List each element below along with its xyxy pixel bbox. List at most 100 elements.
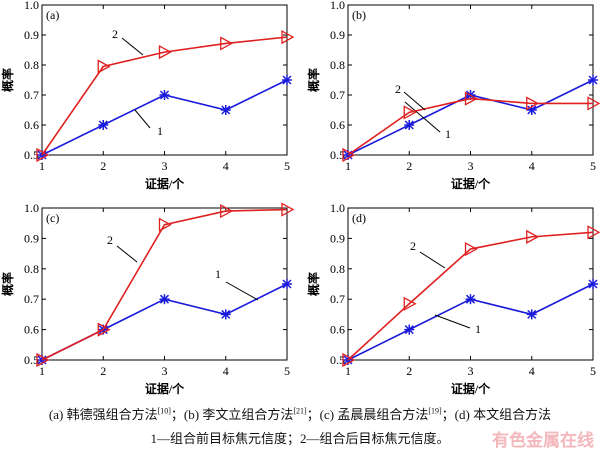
series-1-point [282, 75, 292, 85]
x-tick-label: 4 [223, 364, 229, 378]
panel-label: (a) [46, 8, 59, 22]
series-2-point [36, 147, 50, 163]
series-2-point [342, 147, 356, 163]
series-1-point [159, 294, 170, 305]
series-2-point [342, 352, 356, 368]
y-tick-label: 0.9 [24, 231, 39, 245]
x-tick-label: 1 [39, 364, 45, 378]
x-tick-label: 5 [590, 159, 596, 173]
series-2-label: 2 [395, 82, 401, 96]
series-2-point [220, 203, 234, 219]
x-tick-label: 5 [590, 364, 596, 378]
series-1-leader [404, 101, 441, 133]
ref-b: [21] [293, 406, 307, 416]
series-1-point [220, 105, 231, 115]
y-tick-label: 0.9 [330, 231, 345, 245]
y-tick-label: 0.8 [330, 262, 345, 276]
panel-label: (d) [352, 211, 366, 225]
asterisk-stroke [527, 309, 537, 319]
x-tick-label: 5 [284, 364, 290, 378]
x-tick-label: 5 [284, 159, 290, 173]
series-2-point [220, 36, 234, 51]
series-2-label: 2 [112, 27, 118, 41]
series-2-leader [121, 37, 144, 56]
caption-line-2: 1—组合前目标焦元信度；2—组合后目标焦元信度。 [150, 431, 450, 446]
y-tick-label: 0.8 [24, 262, 39, 276]
series-1-label: 1 [157, 124, 163, 138]
series-2-point [464, 91, 478, 106]
series-2-leader [419, 251, 446, 269]
panel-a: 0.5 0.6 0.7 0.8 0.9 1.0 1 2 3 4 5 证据/个 概率 (a) 1 2 [0, 0, 295, 191]
y-tick-label: 0.8 [24, 58, 39, 72]
series-2-point [587, 225, 600, 240]
series-2-leader [403, 91, 426, 111]
series-2-line [347, 97, 593, 156]
series-1-label: 1 [215, 267, 221, 281]
x-axis-label: 证据/个 [145, 381, 185, 396]
series-1-point [404, 324, 415, 335]
plot-frame [41, 207, 288, 361]
y-axis-label: 概率 [0, 68, 15, 92]
series-1-leader [225, 281, 259, 301]
asterisk-stroke [98, 120, 108, 130]
caption-d: ；(d) 本文组合方法 [441, 407, 552, 422]
x-tick-label: 3 [468, 364, 474, 378]
caption-b: ；(b) 李文立组合方法 [170, 407, 294, 422]
asterisk-stroke [588, 279, 598, 289]
asterisk-stroke [527, 105, 537, 115]
series-2-point [281, 30, 295, 45]
series-2-point [97, 59, 111, 74]
x-axis-label: 证据/个 [145, 176, 185, 191]
series-1-point [159, 90, 170, 100]
series-1-point [526, 105, 537, 115]
y-tick-label: 0.7 [330, 292, 345, 306]
series-2-line [41, 208, 288, 361]
series-1-point [465, 294, 476, 305]
y-tick-label: 1.0 [330, 0, 345, 12]
x-tick-label: 1 [39, 159, 45, 173]
y-tick-label: 0.6 [24, 323, 39, 337]
series-2-point [464, 241, 478, 257]
series-2-point [281, 202, 295, 217]
series-1-leader [134, 109, 151, 129]
x-tick-label: 4 [223, 159, 229, 173]
y-tick-label: 0.7 [24, 292, 39, 306]
plot-frame [347, 4, 594, 156]
x-tick-label: 3 [162, 364, 168, 378]
asterisk-stroke [404, 325, 414, 335]
asterisk-stroke [159, 90, 170, 100]
y-axis-label: 概率 [306, 272, 321, 296]
series-1-label: 1 [475, 322, 481, 336]
series-2-label: 2 [107, 233, 113, 247]
asterisk-stroke [404, 120, 414, 130]
series-2-point [36, 352, 50, 368]
y-tick-label: 0.5 [24, 148, 39, 162]
series-1-point [404, 120, 415, 130]
series-1-leader [434, 314, 471, 329]
y-tick-label: 1.0 [24, 201, 39, 215]
y-tick-label: 0.7 [330, 88, 345, 102]
panel-label: (b) [352, 8, 366, 22]
panel-d: 0.5 0.6 0.7 0.8 0.9 1.0 1 2 3 4 5 证据/个 概率 (d) 1 2 [306, 201, 600, 396]
y-tick-label: 1.0 [330, 201, 345, 215]
x-tick-label: 3 [162, 159, 168, 173]
series-2-leader [116, 245, 138, 263]
y-tick-label: 0.6 [330, 118, 345, 132]
series-2-point [158, 45, 172, 60]
y-tick-label: 0.5 [330, 353, 345, 367]
series-2-point [526, 229, 540, 244]
x-tick-label: 4 [529, 364, 535, 378]
series-1-point [588, 279, 598, 289]
series-2-line [347, 231, 594, 361]
y-tick-label: 0.5 [330, 148, 345, 162]
series-2-point [526, 96, 540, 111]
x-tick-label: 4 [529, 159, 535, 173]
y-tick-label: 0.9 [24, 28, 39, 42]
panel-c: 0.5 0.6 0.7 0.8 0.9 1.0 1 2 3 4 5 证据/个 概率 (c) 1 2 [0, 201, 295, 396]
asterisk-stroke [282, 279, 292, 289]
y-tick-label: 0.6 [330, 323, 345, 337]
series-1-point [98, 120, 109, 130]
series-2-point [403, 296, 417, 311]
y-tick-label: 0.9 [330, 28, 345, 42]
